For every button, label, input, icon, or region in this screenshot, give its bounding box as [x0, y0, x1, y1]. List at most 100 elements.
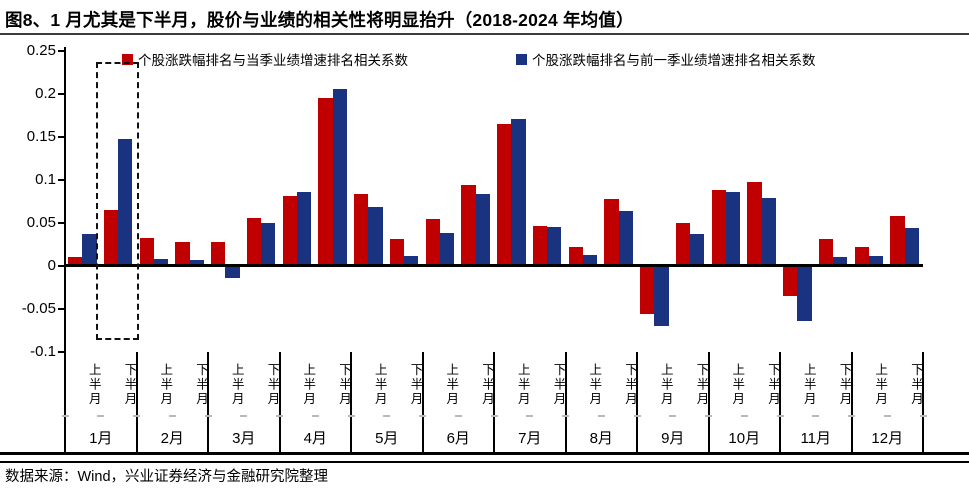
half-month-tick [347, 415, 355, 417]
bar-current-quarter [389, 238, 405, 266]
x-axis-month-label: 6月 [446, 429, 470, 447]
half-month-tick [454, 415, 462, 417]
bar-current-quarter [139, 237, 154, 266]
x-axis-month-label: 7月 [518, 429, 542, 447]
y-axis-tick [58, 221, 65, 224]
x-axis-half-month-label: 下半月 [480, 363, 494, 407]
bar-previous-quarter [439, 232, 455, 266]
x-axis-half-month-label: 上半月 [301, 363, 316, 407]
legend-swatch-blue [516, 53, 527, 65]
legend-item-current-quarter: 个股涨跌幅排名与当季业绩增速排名相关系数 [122, 49, 408, 69]
month-separator [278, 352, 281, 455]
month-separator [564, 352, 567, 455]
data-source: 数据来源：Wind，兴业证券经济与金融研究院整理 [5, 469, 329, 485]
half-month-tick [97, 415, 105, 417]
month-separator [350, 352, 352, 455]
bar-current-quarter [532, 225, 548, 266]
x-axis-half-month-label: 上半月 [658, 363, 673, 407]
half-month-tick [705, 415, 712, 417]
bar-previous-quarter [475, 194, 490, 266]
x-axis-month-label: 3月 [232, 429, 256, 447]
half-month-tick [204, 415, 212, 417]
x-axis-half-month-label: 下半月 [337, 363, 351, 407]
bar-current-quarter [354, 194, 369, 266]
y-axis-tick-label: 0.05 [26, 214, 56, 231]
x-axis-half-month-label: 上半月 [372, 363, 387, 407]
bar-previous-quarter [189, 260, 204, 266]
bar-current-quarter [675, 223, 691, 266]
y-axis-tick-label: -0.1 [30, 343, 56, 360]
half-month-tick [133, 415, 140, 417]
half-month-tick [526, 415, 534, 417]
y-axis-tick-label: 0.1 [35, 171, 56, 188]
bar-previous-quarter [332, 89, 347, 266]
half-month-tick [240, 415, 248, 417]
y-axis-tick-label: -0.05 [21, 300, 56, 317]
x-axis-month-label: 10月 [728, 429, 761, 447]
bar-current-quarter [854, 246, 869, 266]
bar-previous-quarter [868, 256, 884, 266]
y-axis-tick-label: 0.2 [35, 85, 56, 102]
bar-current-quarter [282, 195, 297, 266]
bar-previous-quarter [118, 139, 133, 266]
bar-previous-quarter [368, 207, 383, 266]
bar-previous-quarter [511, 119, 526, 266]
bar-previous-quarter [153, 259, 169, 266]
legend-label-current-quarter: 个股涨跌幅排名与当季业绩增速排名相关系数 [138, 53, 408, 68]
half-month-tick [812, 415, 820, 417]
half-month-tick [919, 415, 927, 417]
bar-previous-quarter [582, 255, 598, 266]
month-separator [493, 352, 495, 455]
x-axis-month-label: 9月 [661, 429, 685, 447]
x-axis-half-month-label: 上半月 [229, 363, 244, 407]
half-month-tick [168, 415, 176, 417]
x-axis-month-label: 11月 [800, 429, 832, 447]
bar-current-quarter [461, 184, 476, 266]
bar-previous-quarter [761, 198, 776, 266]
bar-current-quarter [568, 247, 583, 266]
half-month-tick [883, 415, 891, 417]
bar-current-quarter [604, 199, 619, 266]
bar-previous-quarter [547, 226, 562, 266]
half-month-tick [776, 415, 784, 417]
x-axis-half-month-label: 上半月 [158, 363, 173, 407]
bar-previous-quarter [654, 265, 669, 326]
half-month-tick [848, 415, 855, 417]
x-axis-half-month-label: 下半月 [694, 363, 709, 407]
half-month-tick [633, 415, 641, 417]
x-axis-half-month-label: 下半月 [265, 363, 280, 407]
bar-current-quarter [425, 219, 440, 266]
legend-swatch-red [122, 53, 133, 65]
month-separator [707, 352, 710, 455]
half-month-tick [490, 415, 498, 417]
bar-previous-quarter [690, 233, 705, 266]
x-axis-half-month-label: 上半月 [873, 363, 888, 407]
chart-bottom-border [0, 452, 969, 455]
bar-previous-quarter [904, 227, 919, 266]
bar-current-quarter [318, 97, 333, 266]
x-axis-zero-line [65, 264, 923, 267]
month-separator [135, 352, 138, 455]
y-axis-line [64, 47, 66, 455]
half-month-tick [740, 415, 748, 417]
y-axis-tick [58, 49, 65, 52]
bar-previous-quarter [833, 256, 848, 266]
x-axis-half-month-label: 上半月 [587, 363, 602, 407]
x-axis-half-month-label: 上半月 [515, 363, 530, 407]
x-axis-half-month-label: 下半月 [909, 363, 923, 407]
bar-previous-quarter [225, 265, 240, 278]
bar-previous-quarter [82, 233, 97, 266]
x-axis-half-month-label: 下半月 [837, 363, 852, 407]
month-separator [636, 352, 638, 455]
title-divider [0, 33, 969, 35]
bar-current-quarter [211, 242, 226, 266]
month-separator [922, 352, 924, 455]
y-axis-tick [58, 307, 65, 310]
y-axis-tick-label: 0.25 [26, 42, 56, 59]
month-separator [64, 352, 66, 455]
y-axis-tick [58, 264, 65, 267]
y-axis-tick [58, 178, 65, 181]
half-month-tick [419, 415, 426, 417]
x-axis-half-month-label: 上半月 [86, 363, 101, 407]
